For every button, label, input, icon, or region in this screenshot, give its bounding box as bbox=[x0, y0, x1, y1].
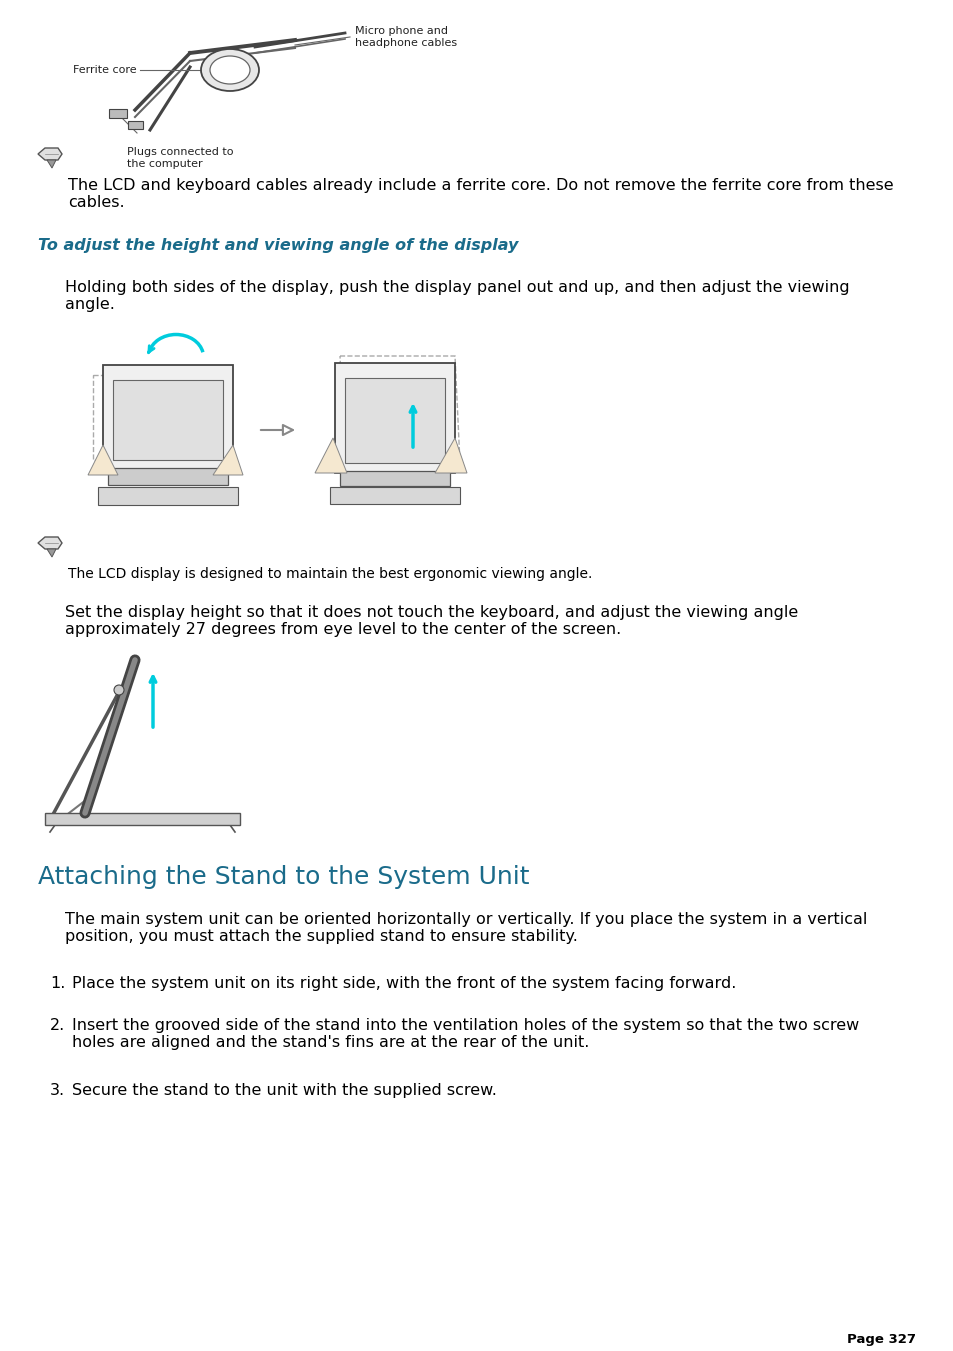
Text: Attaching the Stand to the System Unit: Attaching the Stand to the System Unit bbox=[38, 865, 529, 889]
Bar bbox=[109, 109, 127, 118]
Text: The LCD and keyboard cables already include a ferrite core. Do not remove the fe: The LCD and keyboard cables already incl… bbox=[68, 178, 893, 211]
Text: 1.: 1. bbox=[50, 975, 66, 992]
Polygon shape bbox=[435, 438, 467, 473]
Bar bbox=[345, 378, 444, 463]
Bar bbox=[98, 486, 237, 505]
Ellipse shape bbox=[201, 49, 258, 91]
Polygon shape bbox=[213, 444, 243, 476]
Polygon shape bbox=[38, 536, 62, 549]
Bar bbox=[335, 363, 455, 473]
Text: Holding both sides of the display, push the display panel out and up, and then a: Holding both sides of the display, push … bbox=[65, 280, 849, 312]
Text: 3.: 3. bbox=[50, 1084, 65, 1098]
Text: Micro phone and
headphone cables: Micro phone and headphone cables bbox=[355, 26, 456, 47]
Text: To adjust the height and viewing angle of the display: To adjust the height and viewing angle o… bbox=[38, 238, 517, 253]
Polygon shape bbox=[38, 149, 62, 159]
Text: Plugs connected to
the computer: Plugs connected to the computer bbox=[127, 147, 233, 169]
Text: 2.: 2. bbox=[50, 1019, 65, 1034]
Text: Secure the stand to the unit with the supplied screw.: Secure the stand to the unit with the su… bbox=[71, 1084, 497, 1098]
Bar bbox=[330, 486, 459, 504]
Bar bbox=[128, 122, 143, 128]
Bar bbox=[45, 813, 240, 825]
Circle shape bbox=[113, 685, 124, 694]
Polygon shape bbox=[88, 444, 118, 476]
Bar bbox=[112, 380, 223, 459]
Text: Ferrite core: Ferrite core bbox=[73, 65, 137, 76]
Ellipse shape bbox=[210, 55, 250, 84]
Polygon shape bbox=[314, 438, 347, 473]
Bar bbox=[339, 471, 450, 486]
Polygon shape bbox=[47, 549, 56, 557]
Text: The LCD display is designed to maintain the best ergonomic viewing angle.: The LCD display is designed to maintain … bbox=[68, 567, 592, 581]
Bar bbox=[108, 467, 228, 485]
Text: Place the system unit on its right side, with the front of the system facing for: Place the system unit on its right side,… bbox=[71, 975, 736, 992]
Text: The main system unit can be oriented horizontally or vertically. If you place th: The main system unit can be oriented hor… bbox=[65, 912, 866, 944]
Text: Insert the grooved side of the stand into the ventilation holes of the system so: Insert the grooved side of the stand int… bbox=[71, 1019, 859, 1050]
Text: Page 327: Page 327 bbox=[846, 1333, 915, 1346]
Text: Set the display height so that it does not touch the keyboard, and adjust the vi: Set the display height so that it does n… bbox=[65, 605, 798, 638]
Polygon shape bbox=[47, 159, 56, 168]
Bar bbox=[103, 365, 233, 470]
